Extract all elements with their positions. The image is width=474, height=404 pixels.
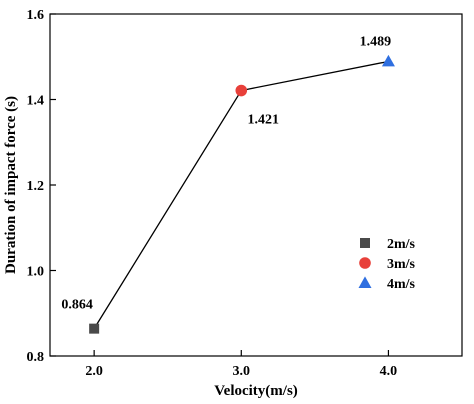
x-tick-label: 2.0 <box>85 364 103 379</box>
legend-marker-circle <box>359 257 371 269</box>
data-point-triangle <box>381 54 395 67</box>
x-axis-label: Velocity(m/s) <box>214 383 298 399</box>
y-tick-label: 1.2 <box>27 179 45 194</box>
legend-marker-square <box>360 238 370 248</box>
data-label: 1.489 <box>360 34 392 49</box>
y-tick-label: 1.6 <box>27 8 45 23</box>
legend: 2m/s 3m/s 4m/s <box>358 237 416 292</box>
legend-marker-triangle <box>358 276 372 288</box>
x-tick-label: 4.0 <box>380 364 398 379</box>
data-label: 0.864 <box>61 298 93 313</box>
axis-ticks: 2.0 3.0 4.0 0.8 1.0 1.2 1.4 1.6 <box>27 8 398 379</box>
y-tick-label: 1.0 <box>27 265 45 280</box>
legend-label: 2m/s <box>387 237 416 252</box>
y-axis-label: Duration of impact force (s) <box>3 96 19 274</box>
data-label: 1.421 <box>248 113 280 128</box>
legend-label: 3m/s <box>387 257 416 272</box>
y-tick-label: 0.8 <box>27 350 45 365</box>
plot-frame <box>49 13 463 357</box>
y-tick-label: 1.4 <box>27 94 45 109</box>
x-tick-label: 3.0 <box>233 364 251 379</box>
data-point-circle <box>235 84 248 97</box>
data-labels: 0.864 1.421 1.489 <box>61 34 391 312</box>
legend-label: 4m/s <box>387 277 416 292</box>
data-point-square <box>89 323 100 334</box>
data-markers <box>89 54 395 334</box>
series-line <box>93 60 389 329</box>
